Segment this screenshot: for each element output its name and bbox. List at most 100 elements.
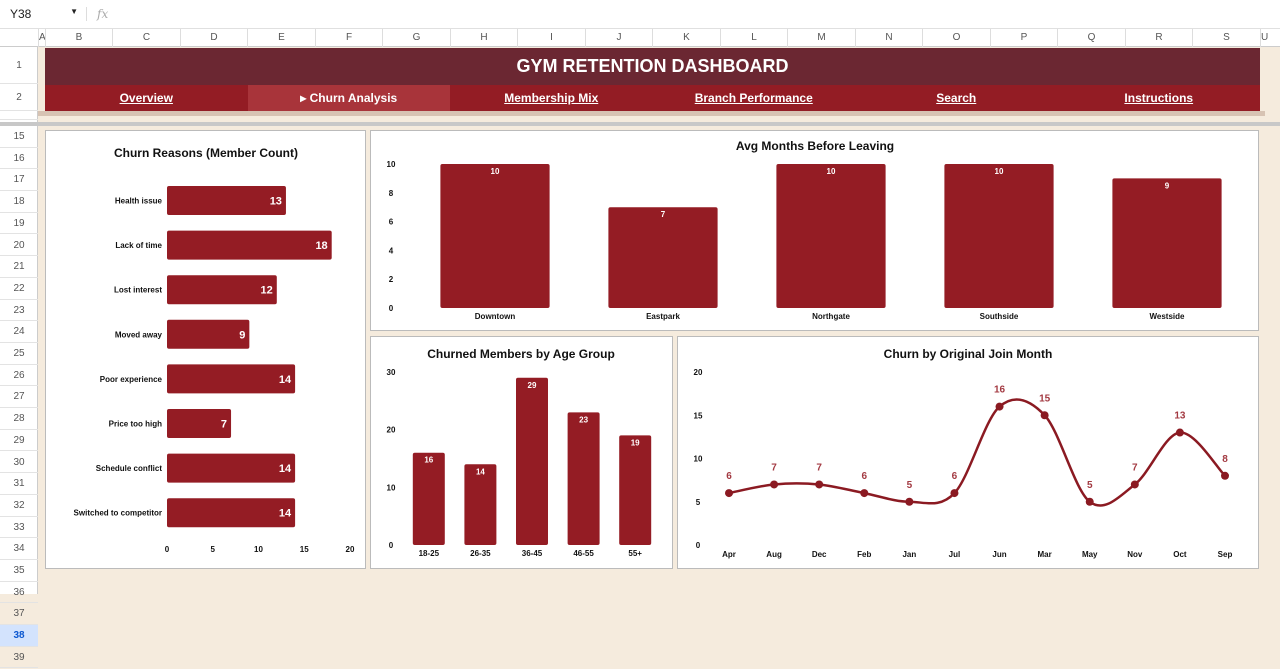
category-label: Lost interest	[114, 286, 162, 295]
name-box[interactable]: Y38 ▼	[0, 7, 86, 21]
row-header[interactable]: 38	[0, 625, 38, 647]
column-header[interactable]: R	[1125, 29, 1192, 47]
row-header[interactable]: 39	[0, 647, 38, 669]
column-header[interactable]: U	[1260, 29, 1268, 47]
column-header[interactable]: G	[382, 29, 450, 47]
chart-title: Churn by Original Join Month	[884, 347, 1053, 361]
avg-months-chart[interactable]: Avg Months Before Leaving 0 2 4 6 8 10 10 Downto…	[370, 130, 1259, 331]
row-header[interactable]: 31	[0, 473, 38, 495]
nav-churn-analysis[interactable]: ▸ Churn Analysis	[247, 85, 450, 111]
category-label: Sep	[1218, 550, 1233, 559]
column-header[interactable]: J	[585, 29, 652, 47]
column-header[interactable]: N	[855, 29, 922, 47]
category-label: Jun	[992, 550, 1006, 559]
row-header[interactable]: 19	[0, 213, 38, 235]
row-header[interactable]: 32	[0, 495, 38, 517]
nav-instructions[interactable]: Instructions	[1124, 91, 1194, 105]
column-header[interactable]: E	[247, 29, 315, 47]
column-header[interactable]: L	[720, 29, 787, 47]
bar	[167, 186, 286, 215]
data-label: 10	[995, 167, 1004, 176]
data-label: 6	[861, 471, 867, 482]
bar	[167, 409, 232, 438]
tick-label: 0	[389, 541, 394, 550]
column-header[interactable]: I	[517, 29, 585, 47]
bar	[167, 364, 296, 394]
column-header[interactable]: S	[1192, 29, 1260, 47]
row-header[interactable]: 18	[0, 191, 38, 213]
category-label: Jul	[949, 550, 961, 559]
column-header[interactable]: Q	[1057, 29, 1125, 47]
data-label: 16	[424, 456, 433, 465]
nav-membership-mix[interactable]: Membership Mix	[504, 91, 599, 105]
row-header[interactable]: 15	[0, 126, 38, 148]
column-header[interactable]: F	[315, 29, 382, 47]
data-label: 13	[1174, 411, 1186, 422]
bar	[944, 164, 1054, 308]
chevron-down-icon[interactable]: ▼	[70, 7, 78, 16]
dashboard-title: GYM RETENTION DASHBOARD	[45, 48, 1260, 85]
nav-overview[interactable]: Overview	[119, 91, 173, 105]
row-header[interactable]: 37	[0, 603, 38, 626]
bar	[1112, 178, 1222, 308]
row-header[interactable]: 16	[0, 148, 38, 170]
row-header[interactable]: 26	[0, 365, 38, 387]
data-point	[1040, 411, 1049, 420]
row-header[interactable]: 29	[0, 430, 38, 452]
row-header[interactable]: 20	[0, 235, 38, 257]
column-header[interactable]: B	[45, 29, 112, 47]
nav-branch-performance[interactable]: Branch Performance	[694, 91, 813, 105]
row-header[interactable]: 22	[0, 278, 38, 300]
tick-label: 15	[694, 411, 703, 420]
churn-reasons-chart[interactable]: Churn Reasons (Member Count) Health issue…	[45, 130, 366, 569]
freeze-line[interactable]	[0, 122, 1280, 126]
column-header[interactable]: A	[38, 29, 46, 47]
row-header[interactable]: 25	[0, 343, 38, 365]
category-label: 18-25	[419, 549, 440, 558]
row-header[interactable]: 33	[0, 517, 38, 539]
row-header[interactable]: 24	[0, 321, 38, 343]
column-header[interactable]: C	[112, 29, 180, 47]
data-point	[995, 402, 1004, 411]
bar	[776, 164, 886, 308]
column-header[interactable]: D	[180, 29, 247, 47]
chart-title: Churn Reasons (Member Count)	[114, 146, 298, 160]
row-header[interactable]: 30	[0, 452, 38, 474]
row-header[interactable]: 36	[0, 582, 38, 604]
data-label: 16	[994, 385, 1006, 396]
row-header[interactable]: 2	[0, 84, 38, 111]
age-group-chart[interactable]: Churned Members by Age Group 0 10 20 30 16 18-…	[370, 336, 673, 569]
category-label: Aug	[766, 550, 782, 559]
column-header[interactable]: O	[922, 29, 990, 47]
row-header[interactable]: 21	[0, 256, 38, 278]
row-header[interactable]: 34	[0, 538, 38, 560]
data-label: 7	[771, 462, 777, 473]
row-header[interactable]: 23	[0, 300, 38, 322]
row-header[interactable]: 1	[0, 47, 38, 84]
column-header[interactable]: M	[787, 29, 855, 47]
tick-label: 20	[694, 368, 703, 377]
row-header[interactable]: 17	[0, 169, 38, 192]
tick-label: 20	[387, 426, 396, 435]
data-label: 7	[661, 210, 666, 219]
tick-label: 10	[387, 483, 396, 492]
column-header[interactable]: K	[652, 29, 720, 47]
data-label: 6	[726, 471, 732, 482]
row-header[interactable]: 35	[0, 560, 38, 582]
data-label: 14	[279, 374, 292, 386]
join-month-chart[interactable]: Churn by Original Join Month 0 5 10 15 20 6 Apr…	[677, 336, 1259, 569]
category-label: Westside	[1150, 312, 1186, 321]
column-header[interactable]: P	[990, 29, 1057, 47]
row-header[interactable]	[0, 111, 38, 120]
category-label: Health issue	[115, 197, 163, 206]
data-label: 12	[261, 285, 273, 297]
category-label: Jan	[902, 550, 916, 559]
data-label: 7	[1132, 462, 1138, 473]
row-header[interactable]: 28	[0, 408, 38, 430]
row-header[interactable]: 27	[0, 386, 38, 409]
bar	[167, 275, 277, 305]
category-label: Schedule conflict	[96, 464, 163, 473]
nav-search[interactable]: Search	[936, 91, 977, 105]
column-header[interactable]: H	[450, 29, 517, 47]
